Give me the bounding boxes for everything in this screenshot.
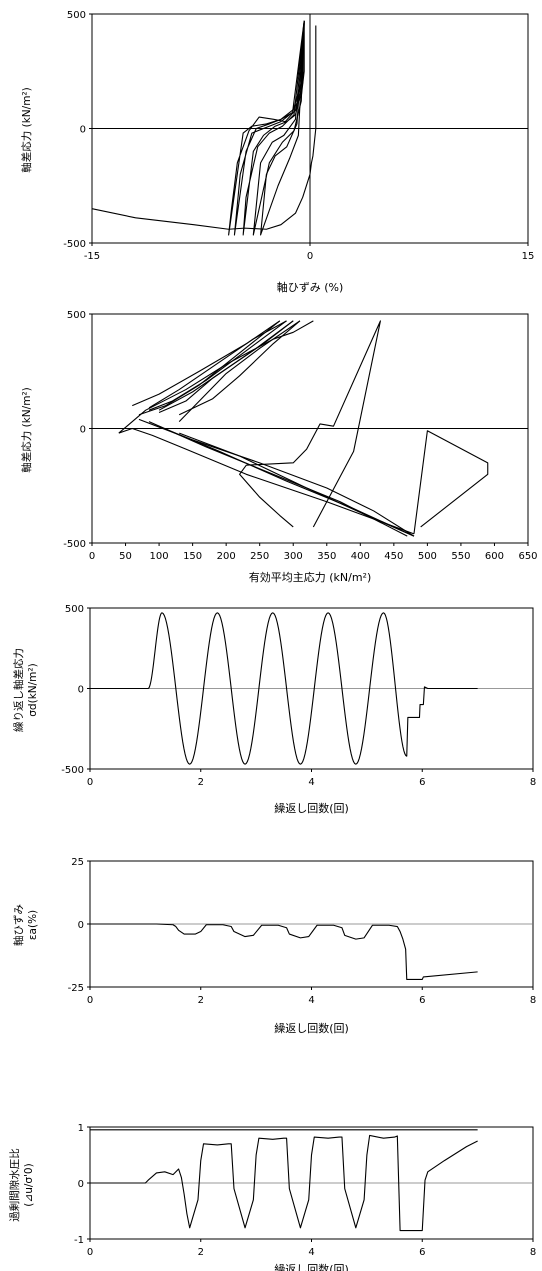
series-line-5 <box>132 320 281 407</box>
x-tick-label: 650 <box>518 551 537 562</box>
y-axis-label: 繰り返し軸差応力 <box>12 648 25 732</box>
x-tick-label: 450 <box>384 551 403 562</box>
series-line-2 <box>239 320 381 528</box>
y-tick-label: 0 <box>80 125 86 136</box>
series-line-6 <box>260 20 305 236</box>
x-tick-label: 0 <box>87 1247 93 1258</box>
series-line-15 <box>178 320 301 423</box>
x-tick-label: 200 <box>217 551 236 562</box>
x-tick-label: 0 <box>307 251 313 262</box>
x-tick-label: 4 <box>308 1247 314 1258</box>
chart-1 <box>89 13 529 246</box>
y-tick-label: 500 <box>65 604 84 615</box>
y-tick-label: 500 <box>67 310 86 321</box>
chart-3 <box>87 607 534 772</box>
series-line-3 <box>233 20 305 236</box>
series-line-1 <box>413 430 489 534</box>
x-tick-label: 500 <box>418 551 437 562</box>
x-tick-label: 150 <box>183 551 202 562</box>
x-tick-label: 6 <box>419 777 425 788</box>
series-line-16 <box>179 432 415 537</box>
x-tick-label: 2 <box>198 777 204 788</box>
series-line-1 <box>91 25 317 230</box>
y-axis-label: 軸差応力 (kN/m²) <box>20 387 33 472</box>
y-tick-label: -25 <box>68 983 84 994</box>
y-tick-label: -500 <box>61 765 84 776</box>
x-tick-label: 6 <box>419 1247 425 1258</box>
series-line-14 <box>178 320 301 416</box>
y-tick-label: 0 <box>78 685 84 696</box>
series-line-5 <box>252 20 305 236</box>
x-tick-label: 8 <box>530 777 536 788</box>
x-axis-label: 繰返し回数(回) <box>274 1262 349 1271</box>
y-tick-label: 1 <box>78 1123 84 1134</box>
series-line-10 <box>148 421 408 537</box>
y-tick-label: -500 <box>63 539 86 550</box>
x-tick-label: 250 <box>250 551 269 562</box>
y-axis-label: 軸差応力 (kN/m²) <box>20 87 33 172</box>
x-tick-label: 350 <box>317 551 336 562</box>
chart-5 <box>87 1126 534 1242</box>
series-line-1 <box>90 1134 478 1232</box>
series-line-12 <box>158 320 294 413</box>
y-axis-label-secondary: εa(%) <box>27 910 39 940</box>
y-axis-label: 過剰間隙水圧比 <box>8 1148 21 1222</box>
series-line-8 <box>148 320 287 409</box>
y-axis-label-secondary: σd(kN/m²) <box>27 663 39 716</box>
x-tick-label: 600 <box>485 551 504 562</box>
x-tick-label: 0 <box>89 551 95 562</box>
x-tick-label: 8 <box>530 1247 536 1258</box>
y-tick-label: 0 <box>80 425 86 436</box>
y-axis-label-secondary: (⊿u/σ'0) <box>23 1163 35 1206</box>
x-tick-label: 2 <box>198 995 204 1006</box>
x-axis-label: 軸ひずみ (%) <box>277 280 344 294</box>
x-tick-label: 550 <box>451 551 470 562</box>
x-axis-label: 繰返し回数(回) <box>274 1021 349 1035</box>
y-tick-label: 25 <box>71 857 84 868</box>
y-tick-label: -500 <box>63 239 86 250</box>
series-line-4 <box>118 320 314 434</box>
series-line-1 <box>90 923 478 980</box>
x-axis-label: 有効平均主応力 (kN/m²) <box>249 570 372 584</box>
y-tick-label: 0 <box>78 920 84 931</box>
x-tick-label: 300 <box>284 551 303 562</box>
chart-4 <box>87 860 534 990</box>
y-tick-label: 500 <box>67 10 86 21</box>
series-line-13 <box>158 425 415 537</box>
x-tick-label: 4 <box>308 995 314 1006</box>
series-line-3 <box>118 427 415 535</box>
x-tick-label: 0 <box>87 995 93 1006</box>
series-line-4 <box>242 20 305 236</box>
x-tick-label: -15 <box>84 251 100 262</box>
chart-2 <box>89 313 529 546</box>
x-tick-label: 2 <box>198 1247 204 1258</box>
series-line-9 <box>148 320 287 411</box>
x-tick-label: 0 <box>87 777 93 788</box>
y-tick-label: 0 <box>78 1179 84 1190</box>
x-tick-label: 6 <box>419 995 425 1006</box>
series-line-1 <box>90 612 478 765</box>
x-tick-label: 100 <box>150 551 169 562</box>
x-tick-label: 50 <box>119 551 132 562</box>
x-axis-label: 繰返し回数(回) <box>274 801 349 815</box>
x-tick-label: 4 <box>308 777 314 788</box>
x-tick-label: 400 <box>351 551 370 562</box>
y-tick-label: -1 <box>74 1235 84 1246</box>
x-tick-label: 8 <box>530 995 536 1006</box>
x-tick-label: 15 <box>522 251 535 262</box>
y-axis-label: 軸ひずみ <box>12 904 25 946</box>
